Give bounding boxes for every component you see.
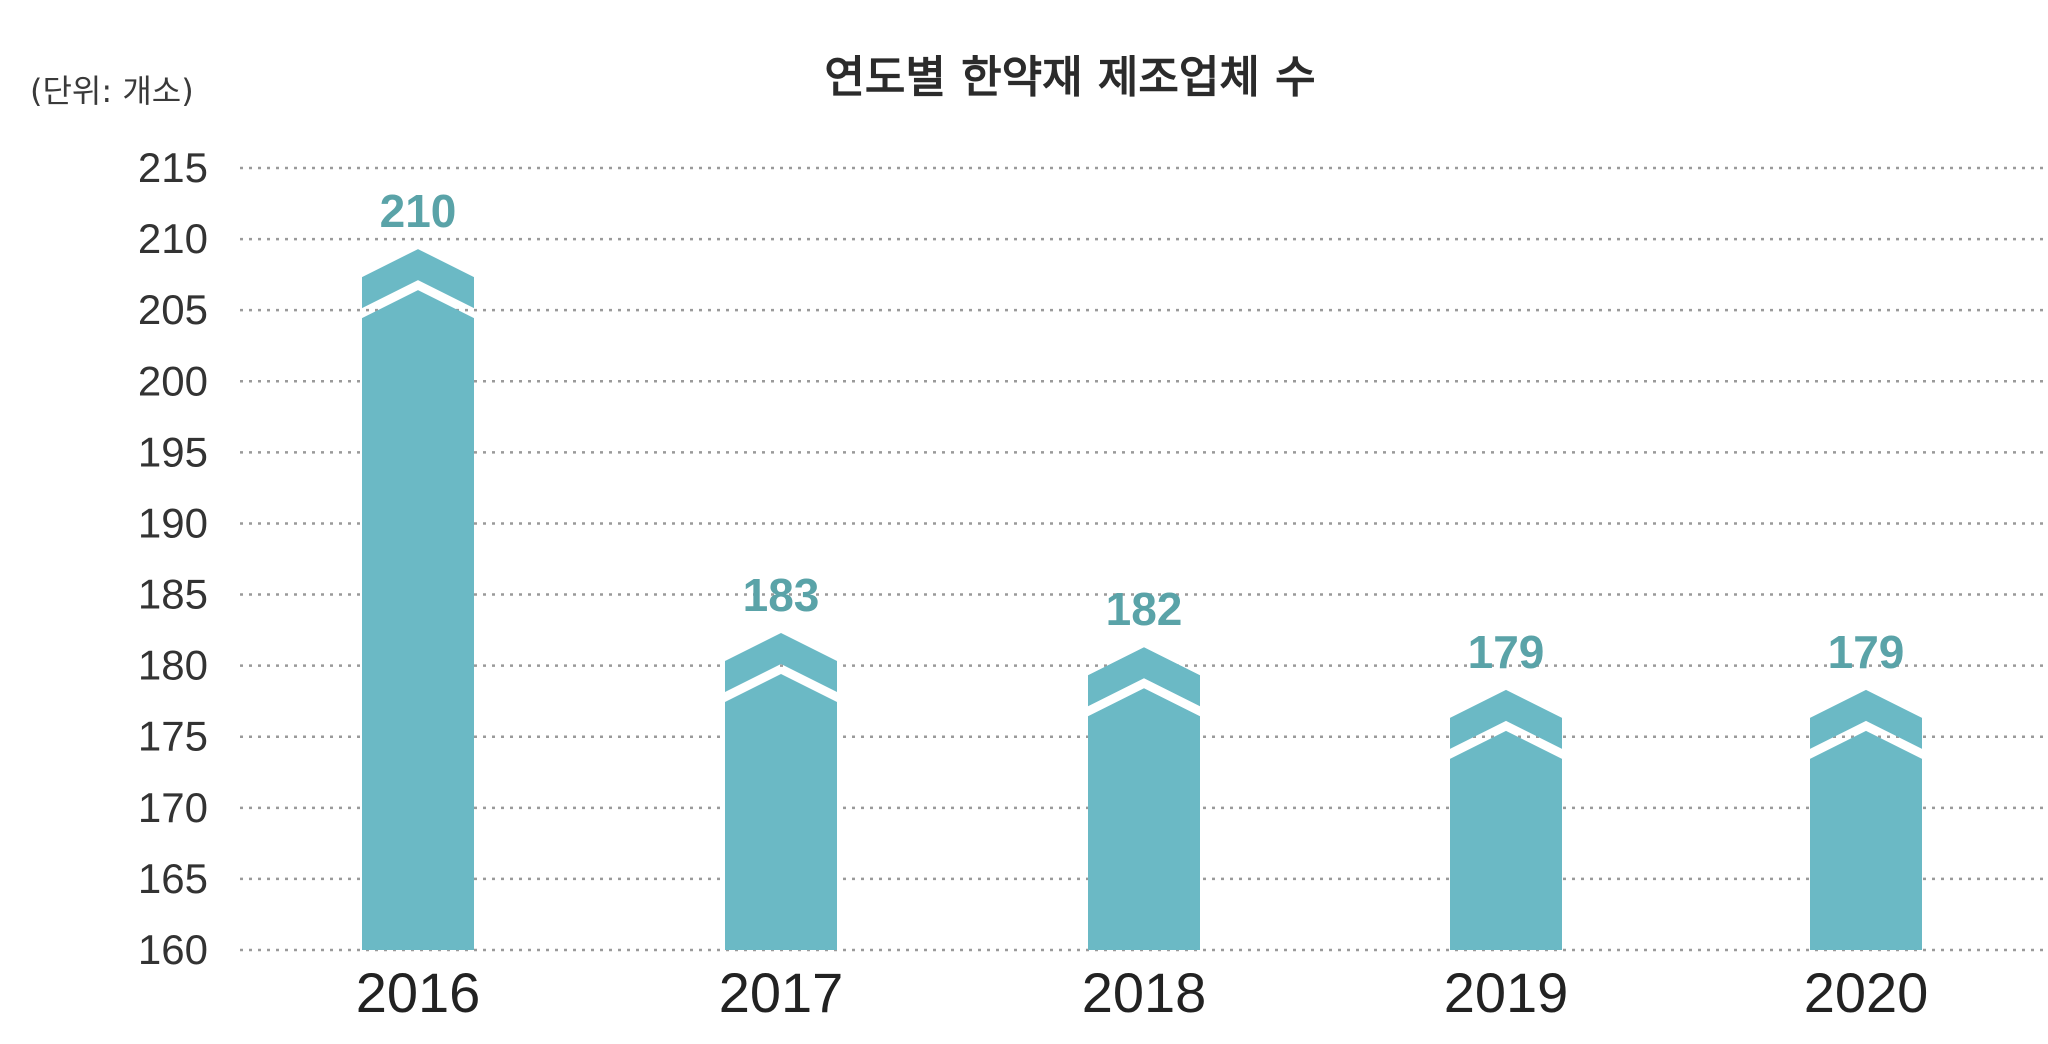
y-tick-label: 195 — [138, 428, 208, 475]
bar-2017 — [725, 673, 837, 950]
value-label-2017: 183 — [743, 569, 820, 621]
y-axis-ticks: 215 210 205 200 195 190 185 180 175 170 165 160 — [138, 144, 208, 973]
y-tick-label: 190 — [138, 499, 208, 546]
bar-2020 — [1810, 730, 1922, 950]
value-label-2016: 210 — [380, 185, 457, 237]
y-tick-label: 175 — [138, 713, 208, 760]
y-tick-label: 200 — [138, 357, 208, 404]
y-tick-label: 170 — [138, 784, 208, 831]
y-tick-label: 210 — [138, 215, 208, 262]
bar-2016 — [362, 290, 474, 950]
bar-cap-2020 — [1810, 689, 1922, 749]
y-tick-label: 185 — [138, 571, 208, 618]
bar-cap-2016 — [362, 249, 474, 309]
bar-cap-2018 — [1088, 647, 1200, 707]
y-tick-label: 205 — [138, 286, 208, 333]
x-tick-label-2018: 2018 — [1082, 961, 1207, 1024]
x-tick-label-2019: 2019 — [1444, 961, 1569, 1024]
y-tick-label: 160 — [138, 926, 208, 973]
value-label-2020: 179 — [1828, 626, 1905, 678]
x-tick-label-2020: 2020 — [1804, 961, 1929, 1024]
x-tick-label-2017: 2017 — [719, 961, 844, 1024]
x-axis-ticks: 2016 2017 2018 2019 2020 — [356, 961, 1929, 1024]
y-tick-label: 165 — [138, 855, 208, 902]
x-tick-label-2016: 2016 — [356, 961, 481, 1024]
bar-2019 — [1450, 730, 1562, 950]
bar-cap-2017 — [725, 632, 837, 692]
y-tick-label: 180 — [138, 642, 208, 689]
bar-cap-2019 — [1450, 689, 1562, 749]
unit-label: (단위: 개소) — [30, 72, 194, 110]
y-tick-label: 215 — [138, 144, 208, 191]
value-label-2018: 182 — [1106, 583, 1183, 635]
value-label-2019: 179 — [1468, 626, 1545, 678]
bars — [362, 249, 1922, 950]
value-labels: 210 183 182 179 179 — [380, 185, 1905, 678]
bar-2018 — [1088, 688, 1200, 950]
chart-title: 연도별 한약재 제조업체 수 — [824, 52, 1315, 103]
